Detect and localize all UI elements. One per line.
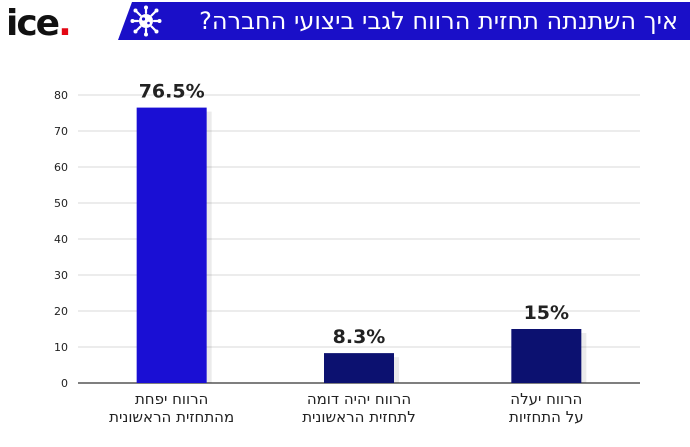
y-tick-label: 80 [54,89,68,102]
data-label: 8.3% [333,326,386,348]
y-tick-label: 0 [61,377,68,390]
category-label-line: הרווח יהיה דומה [306,390,412,408]
data-label: 76.5% [139,81,205,103]
category-label-line: על התחזיות [509,408,584,426]
bar [511,329,582,383]
logo-dot: . [58,3,72,44]
category-label-line: הרווח יעלה [510,390,583,408]
category-label-line: הרווח יפחת [134,390,209,408]
chart-title: איך השתנתה תחזית הרווח לגבי ביצועי החברה… [199,7,678,35]
y-tick-label: 30 [54,269,68,282]
title-banner: איך השתנתה תחזית הרווח לגבי ביצועי החברה… [118,2,690,40]
category-label: הרווח יעלה על התחזיות [461,390,631,426]
y-tick-label: 20 [54,305,68,318]
bar [324,353,394,383]
category-label: הרווח יפחת מהתחזית הראשונית [87,390,257,426]
category-label-line: לתחזית הראשונית [302,408,416,426]
virus-icon [130,5,162,37]
y-tick-label: 40 [54,233,68,246]
data-label: 15% [524,302,569,324]
y-tick-label: 60 [54,161,68,174]
category-label-line: מהתחזית הראשונית [109,408,235,426]
ice-logo: ice. [6,2,72,46]
bar [136,107,207,383]
y-tick-label: 50 [54,197,68,210]
y-tick-label: 70 [54,125,68,138]
category-label: הרווח יהיה דומה לתחזית הראשונית [274,390,444,426]
y-tick-label: 10 [54,341,68,354]
logo-text: ice [6,3,60,44]
